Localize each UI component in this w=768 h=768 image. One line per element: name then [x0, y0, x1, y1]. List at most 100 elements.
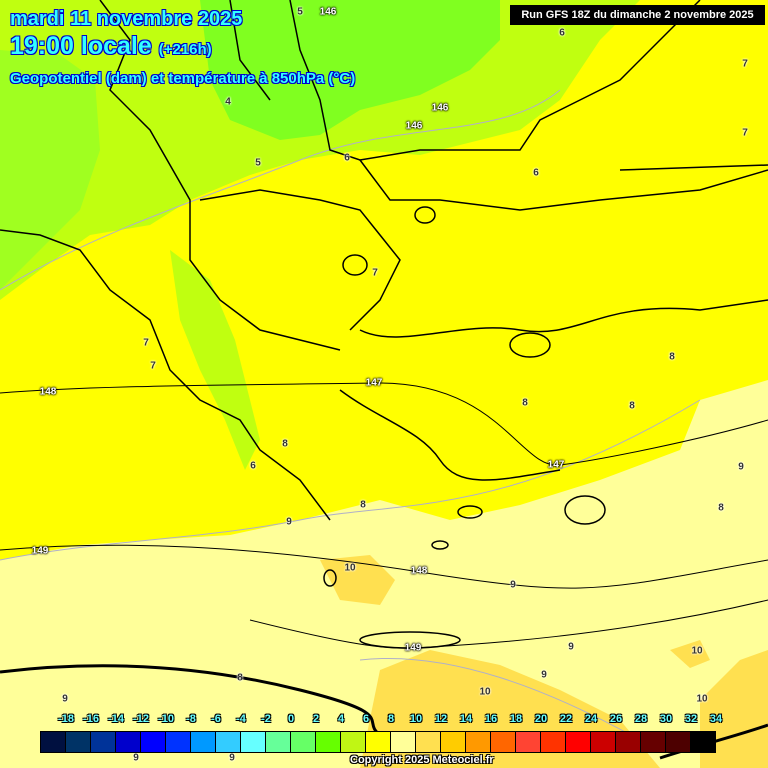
isotherm-label: 10	[344, 562, 356, 574]
legend-tick-label: -12	[133, 713, 149, 725]
temp-zone-2-4	[200, 0, 500, 140]
temp-zone-2-4-west	[0, 50, 100, 290]
isotherm-label: 9	[229, 752, 235, 764]
legend-tick-label: -14	[108, 713, 124, 725]
isotherm-label: 9	[568, 641, 574, 653]
legend-swatch	[416, 732, 441, 752]
legend-tick-label: -10	[158, 713, 174, 725]
legend-swatch	[541, 732, 566, 752]
legend-swatch	[191, 732, 216, 752]
temp-zone-10-12-islands	[320, 555, 710, 668]
temp-zone-10-12-east	[700, 650, 768, 768]
local-time: 19:00 locale	[10, 32, 153, 61]
legend-tick-label: 32	[684, 713, 698, 725]
geopotential-label: 146	[431, 102, 449, 114]
legend-tick-label: 26	[609, 713, 623, 725]
isotherm-label: 10	[696, 693, 708, 705]
legend-tick-label: -16	[83, 713, 99, 725]
legend-tick-label: 30	[659, 713, 673, 725]
legend-swatch	[691, 732, 715, 752]
forecast-date: mardi 11 novembre 2025	[9, 8, 243, 31]
country-borders	[0, 0, 768, 521]
isotherm-label: 7	[742, 58, 748, 70]
isotherm-label: 4	[225, 96, 231, 108]
geopotential-label: 149	[31, 545, 49, 557]
isotherm-label: 7	[742, 127, 748, 139]
legend-swatch	[91, 732, 116, 752]
isotherm-label: 10	[479, 686, 491, 698]
isotherm-label: 8	[718, 502, 724, 514]
legend-swatch	[291, 732, 316, 752]
legend-swatch	[391, 732, 416, 752]
product-title: Geopotentiel (dam) et température à 850h…	[9, 70, 356, 88]
run-banner: Run GFS 18Z du dimanche 2 novembre 2025	[510, 5, 765, 25]
legend-tick-label: -2	[261, 713, 271, 725]
isotherm-label: 9	[510, 579, 516, 591]
geopotential-label: 147	[547, 459, 565, 471]
legend-tick-label: 16	[484, 713, 498, 725]
isotherm-label: 10	[691, 645, 703, 657]
legend-swatch	[641, 732, 666, 752]
copyright: Copyright 2025 Meteociel.fr	[350, 754, 494, 766]
legend-tick-label: 24	[584, 713, 598, 725]
legend-tick-label: -8	[186, 713, 196, 725]
isotherm-label: 9	[62, 693, 68, 705]
isotherm-label: 8	[282, 438, 288, 450]
legend-tick-label: 18	[509, 713, 523, 725]
isotherm-label: 9	[133, 752, 139, 764]
geopotential-label: 148	[39, 386, 57, 398]
legend-tick-label: 20	[534, 713, 548, 725]
legend-swatch	[41, 732, 66, 752]
temperature-legend	[40, 731, 716, 753]
legend-swatch	[166, 732, 191, 752]
forecast-time: 19:00 locale (+216h)	[10, 32, 213, 61]
geopotential-label: 148	[410, 565, 428, 577]
legend-swatch	[491, 732, 516, 752]
legend-swatch	[116, 732, 141, 752]
legend-tick-label: 22	[559, 713, 573, 725]
legend-tick-label: 14	[459, 713, 473, 725]
isotherm-label: 5	[297, 6, 303, 18]
legend-tick-label: 0	[287, 713, 295, 725]
legend-swatch	[591, 732, 616, 752]
geopotential-label: 149	[404, 642, 422, 654]
isotherm-label: 6	[533, 167, 539, 179]
legend-tick-label: -18	[58, 713, 74, 725]
isotherm-label: 7	[143, 337, 149, 349]
legend-tick-label: 10	[409, 713, 423, 725]
legend-swatch	[341, 732, 366, 752]
legend-ticks: -18 -16 -14 -12 -10 -8 -6 -4 -2 0 2 4 6 8 10 12 14 16 18 20…	[0, 713, 768, 727]
isotherm-label: 7	[372, 267, 378, 279]
legend-tick-label: 2	[312, 713, 320, 725]
legend-swatch	[316, 732, 341, 752]
isotherm-label: 8	[360, 499, 366, 511]
legend-tick-label: 6	[362, 713, 370, 725]
legend-tick-label: 28	[634, 713, 648, 725]
legend-swatch	[66, 732, 91, 752]
isotherm-label: 7	[150, 360, 156, 372]
legend-tick-label: 34	[709, 713, 723, 725]
legend-swatch	[241, 732, 266, 752]
legend-swatch	[566, 732, 591, 752]
temp-zone-6-8-green-strip	[170, 250, 260, 470]
lead-time: (+216h)	[158, 41, 212, 59]
legend-tick-label: -6	[211, 713, 221, 725]
isotherm-label: 5	[255, 157, 261, 169]
isotherm-label: 9	[738, 461, 744, 473]
islands	[323, 206, 606, 649]
legend-swatch	[141, 732, 166, 752]
legend-tick-label: 4	[337, 713, 345, 725]
isotherm-label: 9	[286, 516, 292, 528]
legend-tick-label: 12	[434, 713, 448, 725]
legend-swatch	[666, 732, 691, 752]
legend-swatch	[466, 732, 491, 752]
legend-swatch	[366, 732, 391, 752]
isotherm-label: 6	[344, 152, 350, 164]
legend-swatch	[616, 732, 641, 752]
isotherm-label: 8	[629, 400, 635, 412]
geopotential-label: 146	[319, 6, 337, 18]
isotherm-label: 6	[559, 27, 565, 39]
geopotential-label: 146	[405, 120, 423, 132]
legend-swatch	[516, 732, 541, 752]
